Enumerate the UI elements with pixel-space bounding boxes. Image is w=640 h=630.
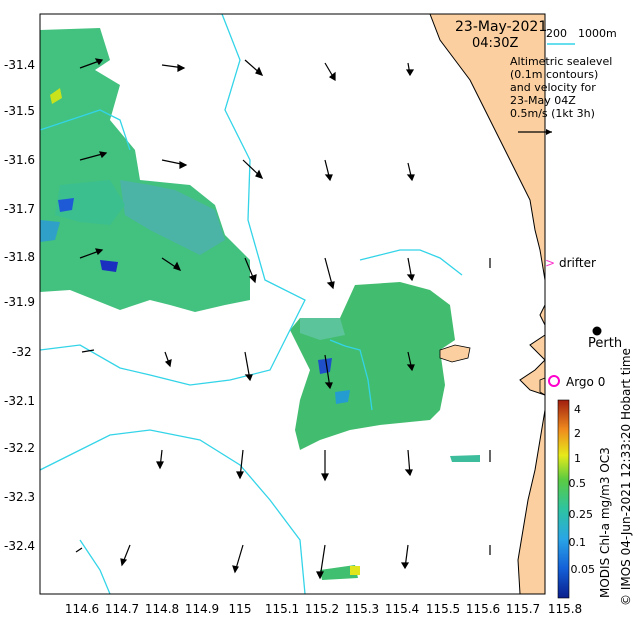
- isobath-contours: [39, 13, 463, 595]
- y-tick-label: -31.6: [4, 153, 35, 167]
- x-axis: 114.6 114.7 114.8 114.9 115 115.1 115.2 …: [65, 602, 582, 616]
- x-tick-label: 115: [229, 602, 252, 616]
- colorbar-ticks: 4 2 1 0.5 0.25 0.1 0.05: [569, 403, 596, 576]
- colorbar-tick-label: 4: [574, 403, 581, 416]
- y-axis: -31.4 -31.5 -31.6 -31.7 -31.8 -31.9 -32 …: [4, 58, 35, 553]
- caption-line: 23-May 04Z: [510, 94, 576, 107]
- y-tick-label: -31.7: [4, 202, 35, 216]
- x-tick-label: 114.8: [145, 602, 179, 616]
- x-tick-label: 114.9: [185, 602, 219, 616]
- chlorophyll-patch-west: [40, 28, 250, 312]
- argo-marker: [548, 375, 560, 387]
- perth-label: Perth: [588, 336, 622, 351]
- perth-marker: [592, 326, 602, 336]
- y-tick-label: -31.4: [4, 58, 35, 72]
- drifter-marker: >: [545, 256, 555, 270]
- y-tick-label: -31.5: [4, 104, 35, 118]
- x-tick-label: 115.2: [305, 602, 339, 616]
- caption-line: (0.1m contours): [510, 68, 598, 81]
- velocity-scale-arrowhead: [546, 129, 552, 135]
- x-tick-label: 114.7: [105, 602, 139, 616]
- x-tick-label: 115.6: [466, 602, 500, 616]
- date-label: 23-May-2021: [455, 19, 547, 35]
- rottnest-island: [439, 344, 471, 363]
- colorbar: [557, 399, 570, 599]
- x-tick-label: 114.6: [65, 602, 99, 616]
- caption-line: Altimetric sealevel: [510, 55, 612, 68]
- drifter-label: drifter: [559, 256, 596, 270]
- x-tick-label: 115.4: [385, 602, 419, 616]
- y-tick-label: -32: [12, 345, 32, 359]
- x-tick-label: 115.7: [506, 602, 540, 616]
- colorbar-tick-label: 0.1: [569, 536, 587, 549]
- caption-line: 0.5m/s (1kt 3h): [510, 107, 595, 120]
- argo-label: Argo 0: [566, 375, 605, 389]
- x-tick-label: 115.3: [345, 602, 379, 616]
- colorbar-tick-label: 0.05: [571, 563, 596, 576]
- plot-frame: [39, 13, 546, 595]
- colorbar-title: MODIS Chl-a mg/m3 OC3: [598, 447, 612, 598]
- x-tick-label: 115.8: [548, 602, 582, 616]
- garden-island: [539, 377, 546, 396]
- y-tick-label: -32.3: [4, 490, 35, 504]
- y-tick-label: -32.2: [4, 441, 35, 455]
- velocity-caption: Altimetric sealevel (0.1m contours) and …: [510, 55, 612, 120]
- depth-1000-label: 1000m: [578, 27, 617, 40]
- y-tick-label: -31.9: [4, 295, 35, 309]
- colorbar-tick-label: 2: [574, 427, 581, 440]
- colorbar-tick-label: 1: [574, 452, 581, 465]
- colorbar-tick-label: 0.5: [569, 477, 587, 490]
- x-tick-label: 115.5: [426, 602, 460, 616]
- colorbar-tick-label: 0.25: [569, 508, 594, 521]
- depth-200-label: 200: [546, 27, 567, 40]
- time-label: 04:30Z: [472, 36, 518, 51]
- velocity-arrows: [75, 58, 491, 580]
- chlorophyll-patch-central: [290, 282, 480, 580]
- x-tick-label: 115.1: [265, 602, 299, 616]
- y-tick-label: -32.1: [4, 394, 35, 408]
- y-tick-label: -32.4: [4, 539, 35, 553]
- credit-text: © IMOS 04-Jun-2021 12:33:20 Hobart time: [619, 348, 633, 606]
- y-tick-label: -31.8: [4, 250, 35, 264]
- caption-line: and velocity for: [510, 81, 596, 94]
